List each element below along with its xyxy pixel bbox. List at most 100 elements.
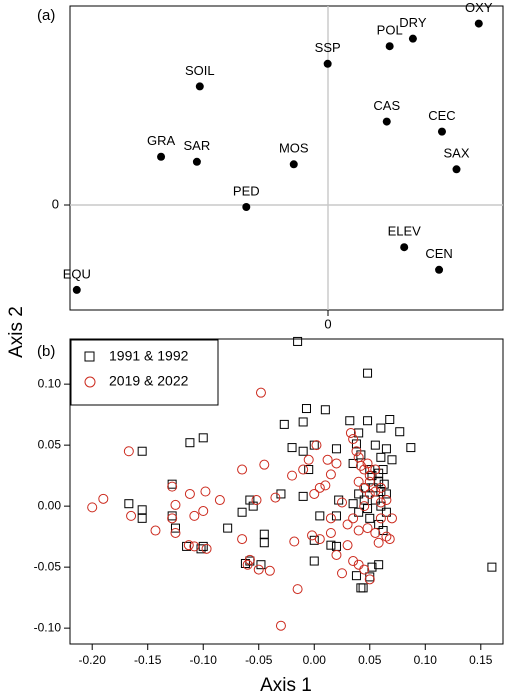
point-circle-2019-2022 xyxy=(275,620,286,631)
point-circle-2019-2022 xyxy=(325,469,336,480)
point-square-1991-1992 xyxy=(358,583,368,593)
point-square-1991-1992 xyxy=(370,440,380,450)
point-circle-2019-2022 xyxy=(307,530,318,541)
point-square-1991-1992 xyxy=(354,428,364,438)
point-square-1991-1992 xyxy=(298,446,308,456)
panel-b: (b) -0.20 -0.15 -0.10 -0.05 0.00 0.05 0.10 0.15… xyxy=(34,336,504,696)
point-square-1991-1992 xyxy=(365,465,375,475)
point-square-1991-1992 xyxy=(315,511,325,521)
point-square-1991-1992 xyxy=(196,544,206,554)
legend: 1991 & 1992 2019 & 2022 xyxy=(70,339,219,406)
point-circle-2019-2022 xyxy=(359,501,370,512)
point-circle-2019-2022 xyxy=(242,559,253,570)
point-sax xyxy=(452,165,461,174)
legend-marker-square xyxy=(84,351,95,362)
point-square-1991-1992 xyxy=(374,560,384,570)
point-square-1991-1992 xyxy=(198,433,208,443)
point-circle-2019-2022 xyxy=(370,486,381,497)
point-square-1991-1992 xyxy=(365,513,375,523)
x-tick-label: -0.10 xyxy=(190,653,218,667)
legend-box xyxy=(70,339,219,406)
point-circle-2019-2022 xyxy=(251,495,262,506)
point-square-1991-1992 xyxy=(287,443,297,453)
point-label-ssp: SSP xyxy=(315,40,341,55)
point-circle-2019-2022 xyxy=(362,523,373,534)
point-square-1991-1992 xyxy=(376,501,386,511)
point-circle-2019-2022 xyxy=(244,554,255,565)
point-circle-2019-2022 xyxy=(337,568,348,579)
x-tick-label: 0.10 xyxy=(414,653,438,667)
point-square-1991-1992 xyxy=(351,571,361,581)
point-circle-2019-2022 xyxy=(292,584,303,595)
point-circle-2019-2022 xyxy=(351,446,362,457)
point-circle-2019-2022 xyxy=(126,510,137,521)
point-square-1991-1992 xyxy=(381,444,391,454)
point-circle-2019-2022 xyxy=(353,525,364,536)
point-circle-2019-2022 xyxy=(373,537,384,548)
point-circle-2019-2022 xyxy=(364,476,375,487)
x-tick-label: 0.15 xyxy=(469,653,493,667)
point-square-1991-1992 xyxy=(185,438,195,448)
point-circle-2019-2022 xyxy=(314,482,325,493)
legend-label-1991-1992: 1991 & 1992 xyxy=(109,348,189,364)
point-circle-2019-2022 xyxy=(201,543,212,554)
point-label-cas: CAS xyxy=(373,98,400,113)
point-square-1991-1992 xyxy=(385,415,395,425)
point-circle-2019-2022 xyxy=(353,476,364,487)
point-square-1991-1992 xyxy=(182,541,192,551)
point-circle-2019-2022 xyxy=(183,540,194,551)
x-tick-label: -0.05 xyxy=(245,653,273,667)
panel-a-y-tick-label: 0 xyxy=(52,196,59,211)
point-square-1991-1992 xyxy=(245,495,255,505)
point-circle-2019-2022 xyxy=(345,427,356,438)
point-circle-2019-2022 xyxy=(355,460,366,471)
point-label-gra: GRA xyxy=(147,133,176,148)
point-circle-2019-2022 xyxy=(325,527,336,538)
y-axis-title: Axis 2 xyxy=(6,306,27,358)
point-square-1991-1992 xyxy=(345,416,355,426)
point-circle-2019-2022 xyxy=(375,513,386,524)
point-square-1991-1992 xyxy=(376,452,386,462)
point-circle-2019-2022 xyxy=(381,495,392,506)
point-label-pol: POL xyxy=(377,23,403,38)
point-cas xyxy=(382,117,391,126)
point-mos xyxy=(289,160,298,169)
y-tick-label: -0.05 xyxy=(34,559,62,573)
point-circle-2019-2022 xyxy=(311,440,322,451)
point-square-1991-1992 xyxy=(363,368,373,378)
point-square-1991-1992 xyxy=(259,538,269,548)
point-label-cec: CEC xyxy=(428,108,455,123)
point-circle-2019-2022 xyxy=(237,534,248,545)
point-circle-2019-2022 xyxy=(331,549,342,560)
point-circle-2019-2022 xyxy=(189,541,200,552)
point-square-1991-1992 xyxy=(276,489,286,499)
point-square-1991-1992 xyxy=(381,489,391,499)
point-square-1991-1992 xyxy=(137,513,147,523)
point-square-1991-1992 xyxy=(309,556,319,566)
y-tick-label: -0.10 xyxy=(34,620,62,634)
point-square-1991-1992 xyxy=(406,443,416,453)
point-circle-2019-2022 xyxy=(375,497,386,508)
point-circle-2019-2022 xyxy=(259,459,270,470)
point-circle-2019-2022 xyxy=(170,499,181,510)
point-circle-2019-2022 xyxy=(253,564,264,575)
point-label-sar: SAR xyxy=(184,138,211,153)
point-circle-2019-2022 xyxy=(364,470,375,481)
point-square-1991-1992 xyxy=(331,444,341,454)
point-gra xyxy=(157,152,166,161)
x-tick-label: 0.05 xyxy=(358,653,382,667)
panel-b-points xyxy=(87,336,497,631)
point-square-1991-1992 xyxy=(326,540,336,550)
point-square-1991-1992 xyxy=(259,529,269,539)
point-square-1991-1992 xyxy=(304,465,314,475)
point-label-ped: PED xyxy=(233,183,260,198)
point-equ xyxy=(72,285,81,294)
panel-a-frame xyxy=(69,5,504,311)
point-circle-2019-2022 xyxy=(287,470,298,481)
point-circle-2019-2022 xyxy=(364,574,375,585)
panel-a-x-tick-label: 0 xyxy=(324,316,331,331)
point-square-1991-1992 xyxy=(298,491,308,501)
point-square-1991-1992 xyxy=(348,499,358,509)
